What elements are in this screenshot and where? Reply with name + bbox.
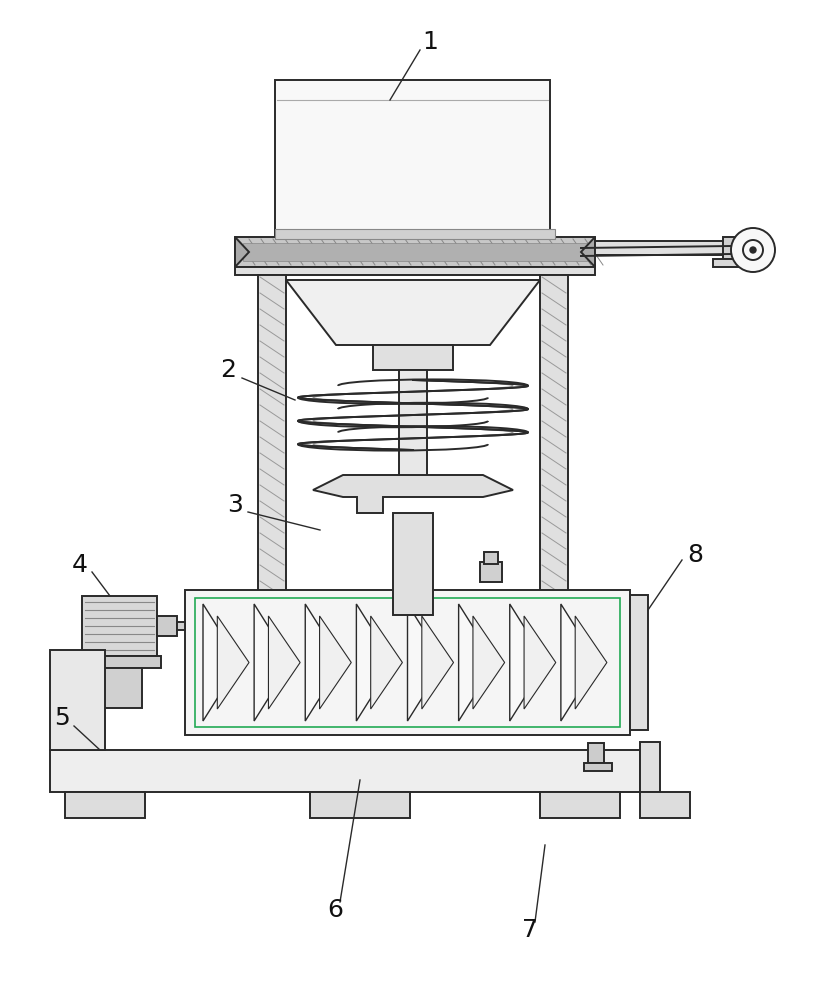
Bar xyxy=(275,229,555,239)
Bar xyxy=(713,259,753,267)
Bar xyxy=(588,743,604,763)
Polygon shape xyxy=(407,604,445,721)
Polygon shape xyxy=(473,616,505,709)
Bar xyxy=(373,345,453,370)
Bar xyxy=(480,562,502,582)
Polygon shape xyxy=(524,616,556,709)
Bar xyxy=(185,590,630,735)
Polygon shape xyxy=(235,237,249,267)
Polygon shape xyxy=(575,616,606,709)
Bar xyxy=(235,267,595,275)
Bar xyxy=(640,792,690,818)
Bar xyxy=(258,275,286,600)
Text: 6: 6 xyxy=(327,898,343,922)
Bar xyxy=(177,622,185,630)
Bar xyxy=(630,595,648,730)
Polygon shape xyxy=(254,604,291,721)
Bar xyxy=(97,668,142,708)
Bar xyxy=(235,237,595,267)
Text: 2: 2 xyxy=(220,358,236,382)
Bar xyxy=(195,598,620,727)
Polygon shape xyxy=(313,475,513,513)
Bar xyxy=(82,596,157,656)
Bar xyxy=(540,275,568,600)
Bar xyxy=(640,742,660,792)
Polygon shape xyxy=(305,604,342,721)
Bar xyxy=(595,241,725,255)
Bar xyxy=(484,552,498,564)
Bar xyxy=(399,370,427,480)
Text: 8: 8 xyxy=(687,543,703,567)
Bar xyxy=(310,792,410,818)
Polygon shape xyxy=(510,604,546,721)
Polygon shape xyxy=(422,616,454,709)
Bar xyxy=(78,656,161,668)
Bar xyxy=(243,243,587,261)
Polygon shape xyxy=(371,616,402,709)
Bar xyxy=(393,513,433,615)
Bar xyxy=(50,750,640,792)
Polygon shape xyxy=(286,280,540,345)
Bar xyxy=(584,763,612,771)
Circle shape xyxy=(750,247,756,253)
Bar xyxy=(65,792,145,818)
Polygon shape xyxy=(203,604,240,721)
Polygon shape xyxy=(561,604,598,721)
Bar xyxy=(50,650,105,750)
Polygon shape xyxy=(217,616,249,709)
Bar xyxy=(275,80,550,240)
Polygon shape xyxy=(459,604,495,721)
Bar xyxy=(157,616,177,636)
Text: 3: 3 xyxy=(227,493,243,517)
Polygon shape xyxy=(320,616,351,709)
Bar xyxy=(540,792,620,818)
Text: 1: 1 xyxy=(422,30,438,54)
Polygon shape xyxy=(356,604,393,721)
Polygon shape xyxy=(581,237,595,267)
Text: 7: 7 xyxy=(522,918,538,942)
Text: 5: 5 xyxy=(54,706,70,730)
Polygon shape xyxy=(268,616,300,709)
Text: 4: 4 xyxy=(72,553,88,577)
Circle shape xyxy=(731,228,775,272)
Bar xyxy=(723,237,735,259)
